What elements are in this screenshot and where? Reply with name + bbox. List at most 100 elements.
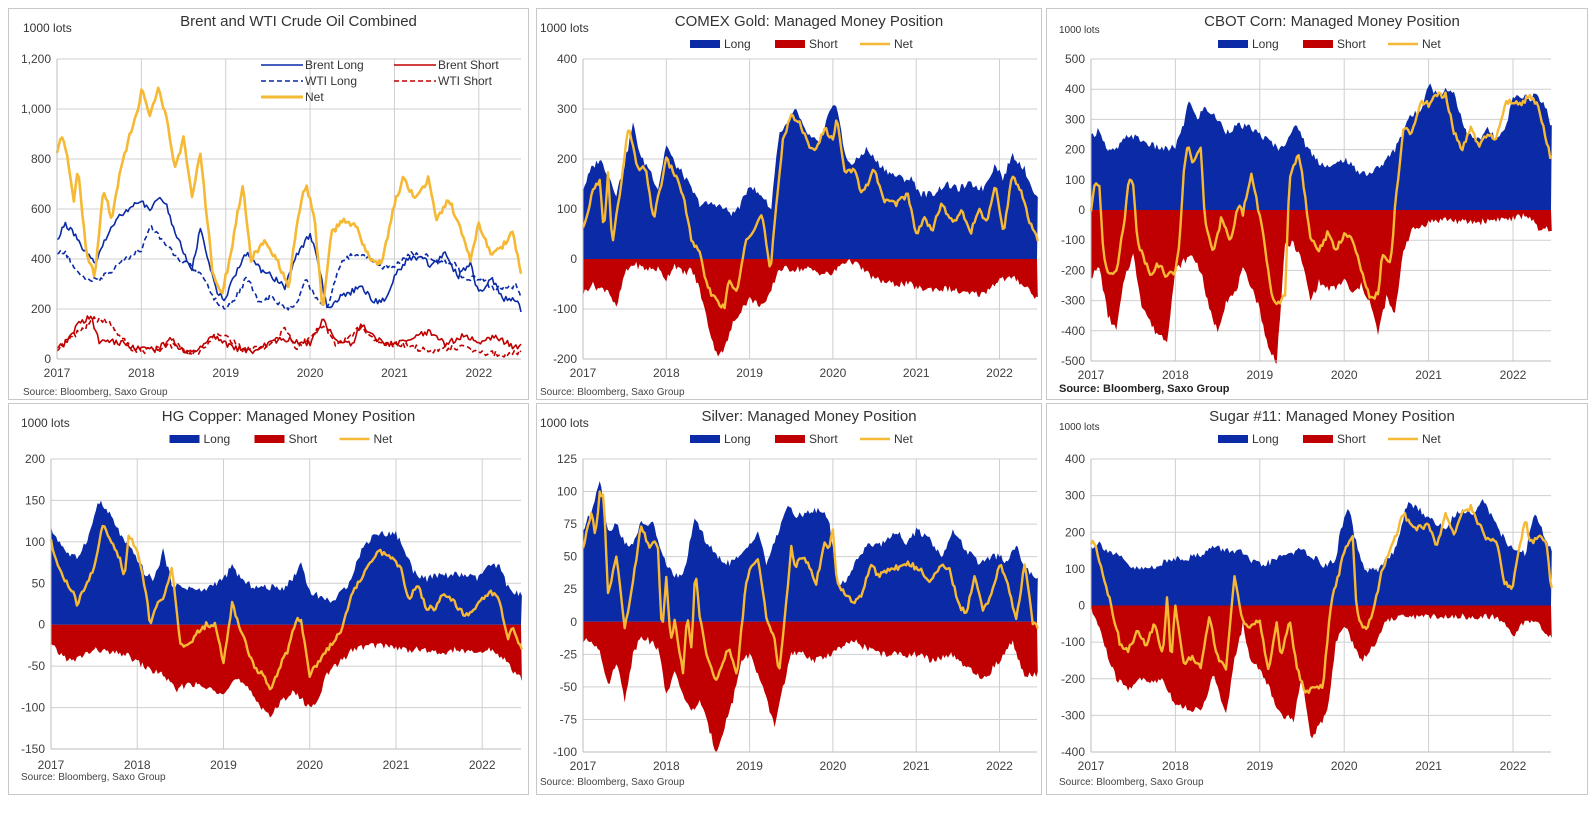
legend-label: Short — [289, 432, 318, 446]
y-tick-label: 200 — [25, 452, 45, 466]
legend-swatch — [690, 435, 720, 443]
unit-label: 1000 lots — [540, 416, 589, 430]
chart-svg-sugar: -400 -300 -200 -100 0 100 200 300 400 2017 2018 201… — [1061, 432, 1553, 773]
chart-title: Silver: Managed Money Position — [701, 408, 917, 425]
y-tick-label: 0 — [38, 618, 45, 632]
y-tick-label: 500 — [1065, 52, 1085, 66]
short-area — [583, 621, 1038, 753]
x-tick-label: 2021 — [383, 758, 410, 772]
x-tick-label: 2019 — [212, 366, 239, 380]
legend: Long Short Net — [1218, 432, 1441, 446]
x-tick-label: 2021 — [903, 759, 930, 773]
y-tick-label: -200 — [553, 352, 577, 366]
y-tick-label: 100 — [1065, 562, 1085, 576]
chart-title: Brent and WTI Crude Oil Combined — [180, 13, 417, 30]
chart-panel-gold: COMEX Gold: Managed Money Position 1000 … — [536, 8, 1042, 400]
y-tick-label: -50 — [560, 680, 578, 694]
legend-label: Net — [1422, 432, 1441, 446]
unit-label: 1000 lots — [23, 21, 72, 35]
y-tick-label: -100 — [553, 745, 577, 759]
y-tick-label: 0 — [570, 252, 577, 266]
chart-title: Sugar #11: Managed Money Position — [1209, 408, 1455, 425]
x-tick-label: 2017 — [1078, 759, 1105, 773]
source-note: Source: Bloomberg, Saxo Group — [540, 387, 685, 398]
net-line — [581, 113, 1039, 310]
y-tick-label: 400 — [557, 52, 577, 66]
y-tick-label: -400 — [1061, 745, 1085, 759]
x-tick-label: 2021 — [381, 366, 408, 380]
y-tick-label: 200 — [557, 152, 577, 166]
y-tick-label: -50 — [28, 659, 46, 673]
x-tick-label: 2019 — [1246, 368, 1273, 382]
y-tick-label: -300 — [1061, 294, 1085, 308]
legend-label: Short — [1337, 37, 1366, 51]
unit-label: 1000 lots — [1059, 25, 1100, 36]
x-tick-label: 2021 — [903, 366, 930, 380]
x-tick-label: 2017 — [1078, 368, 1105, 382]
y-tick-label: 100 — [557, 202, 577, 216]
legend: Long Short Net — [169, 432, 393, 446]
x-tick-label: 2020 — [1331, 368, 1358, 382]
legend-label: WTI Long — [305, 74, 357, 88]
legend-swatch — [1303, 40, 1333, 48]
chart-title: COMEX Gold: Managed Money Position — [674, 13, 944, 30]
y-tick-label: 1,200 — [21, 52, 51, 66]
legend-label: Long — [1252, 37, 1279, 51]
legend-label: Short — [809, 432, 838, 446]
y-tick-label: -300 — [1061, 708, 1085, 722]
chart-panel-copper: HG Copper: Managed Money Position 1000 l… — [8, 403, 529, 795]
short-area — [1091, 210, 1552, 364]
y-tick-label: 100 — [25, 535, 45, 549]
x-tick-label: 2018 — [653, 759, 680, 773]
legend-swatch — [775, 40, 805, 48]
x-tick-label: 2022 — [986, 759, 1013, 773]
x-tick-label: 2022 — [469, 758, 496, 772]
x-tick-label: 2022 — [986, 366, 1013, 380]
source-note: Source: Bloomberg, Saxo Group — [21, 772, 166, 783]
x-tick-label: 2021 — [1415, 759, 1442, 773]
legend: Long Short Net — [690, 37, 913, 51]
x-tick-label: 2019 — [210, 758, 237, 772]
short-area — [1091, 605, 1552, 739]
x-tick-label: 2022 — [1500, 759, 1527, 773]
unit-label: 1000 lots — [540, 21, 589, 35]
chart-panel-sugar: Sugar #11: Managed Money Position 1000 l… — [1046, 403, 1588, 795]
y-tick-label: 200 — [1065, 525, 1085, 539]
legend-label: Net — [305, 90, 324, 104]
x-tick-label: 2022 — [465, 366, 492, 380]
x-tick-label: 2020 — [297, 366, 324, 380]
source-note: Source: Bloomberg, Saxo Group — [1059, 383, 1230, 395]
net-line — [581, 490, 1039, 681]
long-area — [1091, 499, 1552, 606]
y-tick-label: -100 — [1061, 635, 1085, 649]
x-tick-label: 2019 — [1246, 759, 1273, 773]
x-tick-label: 2020 — [820, 366, 847, 380]
legend: Brent Long WTI Long Net Brent Short WTI Shor… — [261, 58, 499, 104]
y-tick-label: 0 — [570, 615, 577, 629]
y-tick-label: 125 — [557, 452, 577, 466]
legend-swatch — [1218, 435, 1248, 443]
y-tick-label: -100 — [21, 701, 45, 715]
legend-label: Long — [1252, 432, 1279, 446]
x-tick-label: 2020 — [296, 758, 323, 772]
net-line — [49, 524, 524, 691]
y-tick-label: 25 — [564, 582, 578, 596]
source-note: Source: Bloomberg, Saxo Group — [1059, 777, 1204, 788]
legend-label: Brent Long — [305, 58, 364, 72]
y-tick-label: -25 — [560, 647, 578, 661]
chart-svg-corn: -500 -400 -300 -200 -100 0 100 200 300 400 500 2017… — [1061, 37, 1553, 382]
legend-label: Long — [204, 432, 231, 446]
chart-svg-gold: -200 -100 0 100 200 300 400 2017 2018 2019 2020 202… — [553, 37, 1039, 380]
x-tick-label: 2017 — [38, 758, 65, 772]
legend-swatch — [775, 435, 805, 443]
x-tick-label: 2020 — [1331, 759, 1358, 773]
y-tick-label: 300 — [1065, 112, 1085, 126]
y-tick-label: 50 — [564, 550, 578, 564]
wti-long-line — [56, 225, 522, 311]
y-tick-label: 0 — [1078, 203, 1085, 217]
y-tick-label: 150 — [25, 493, 45, 507]
legend-label: Short — [809, 37, 838, 51]
y-tick-label: -500 — [1061, 354, 1085, 368]
x-tick-label: 2018 — [1162, 368, 1189, 382]
legend-label: Brent Short — [438, 58, 499, 72]
